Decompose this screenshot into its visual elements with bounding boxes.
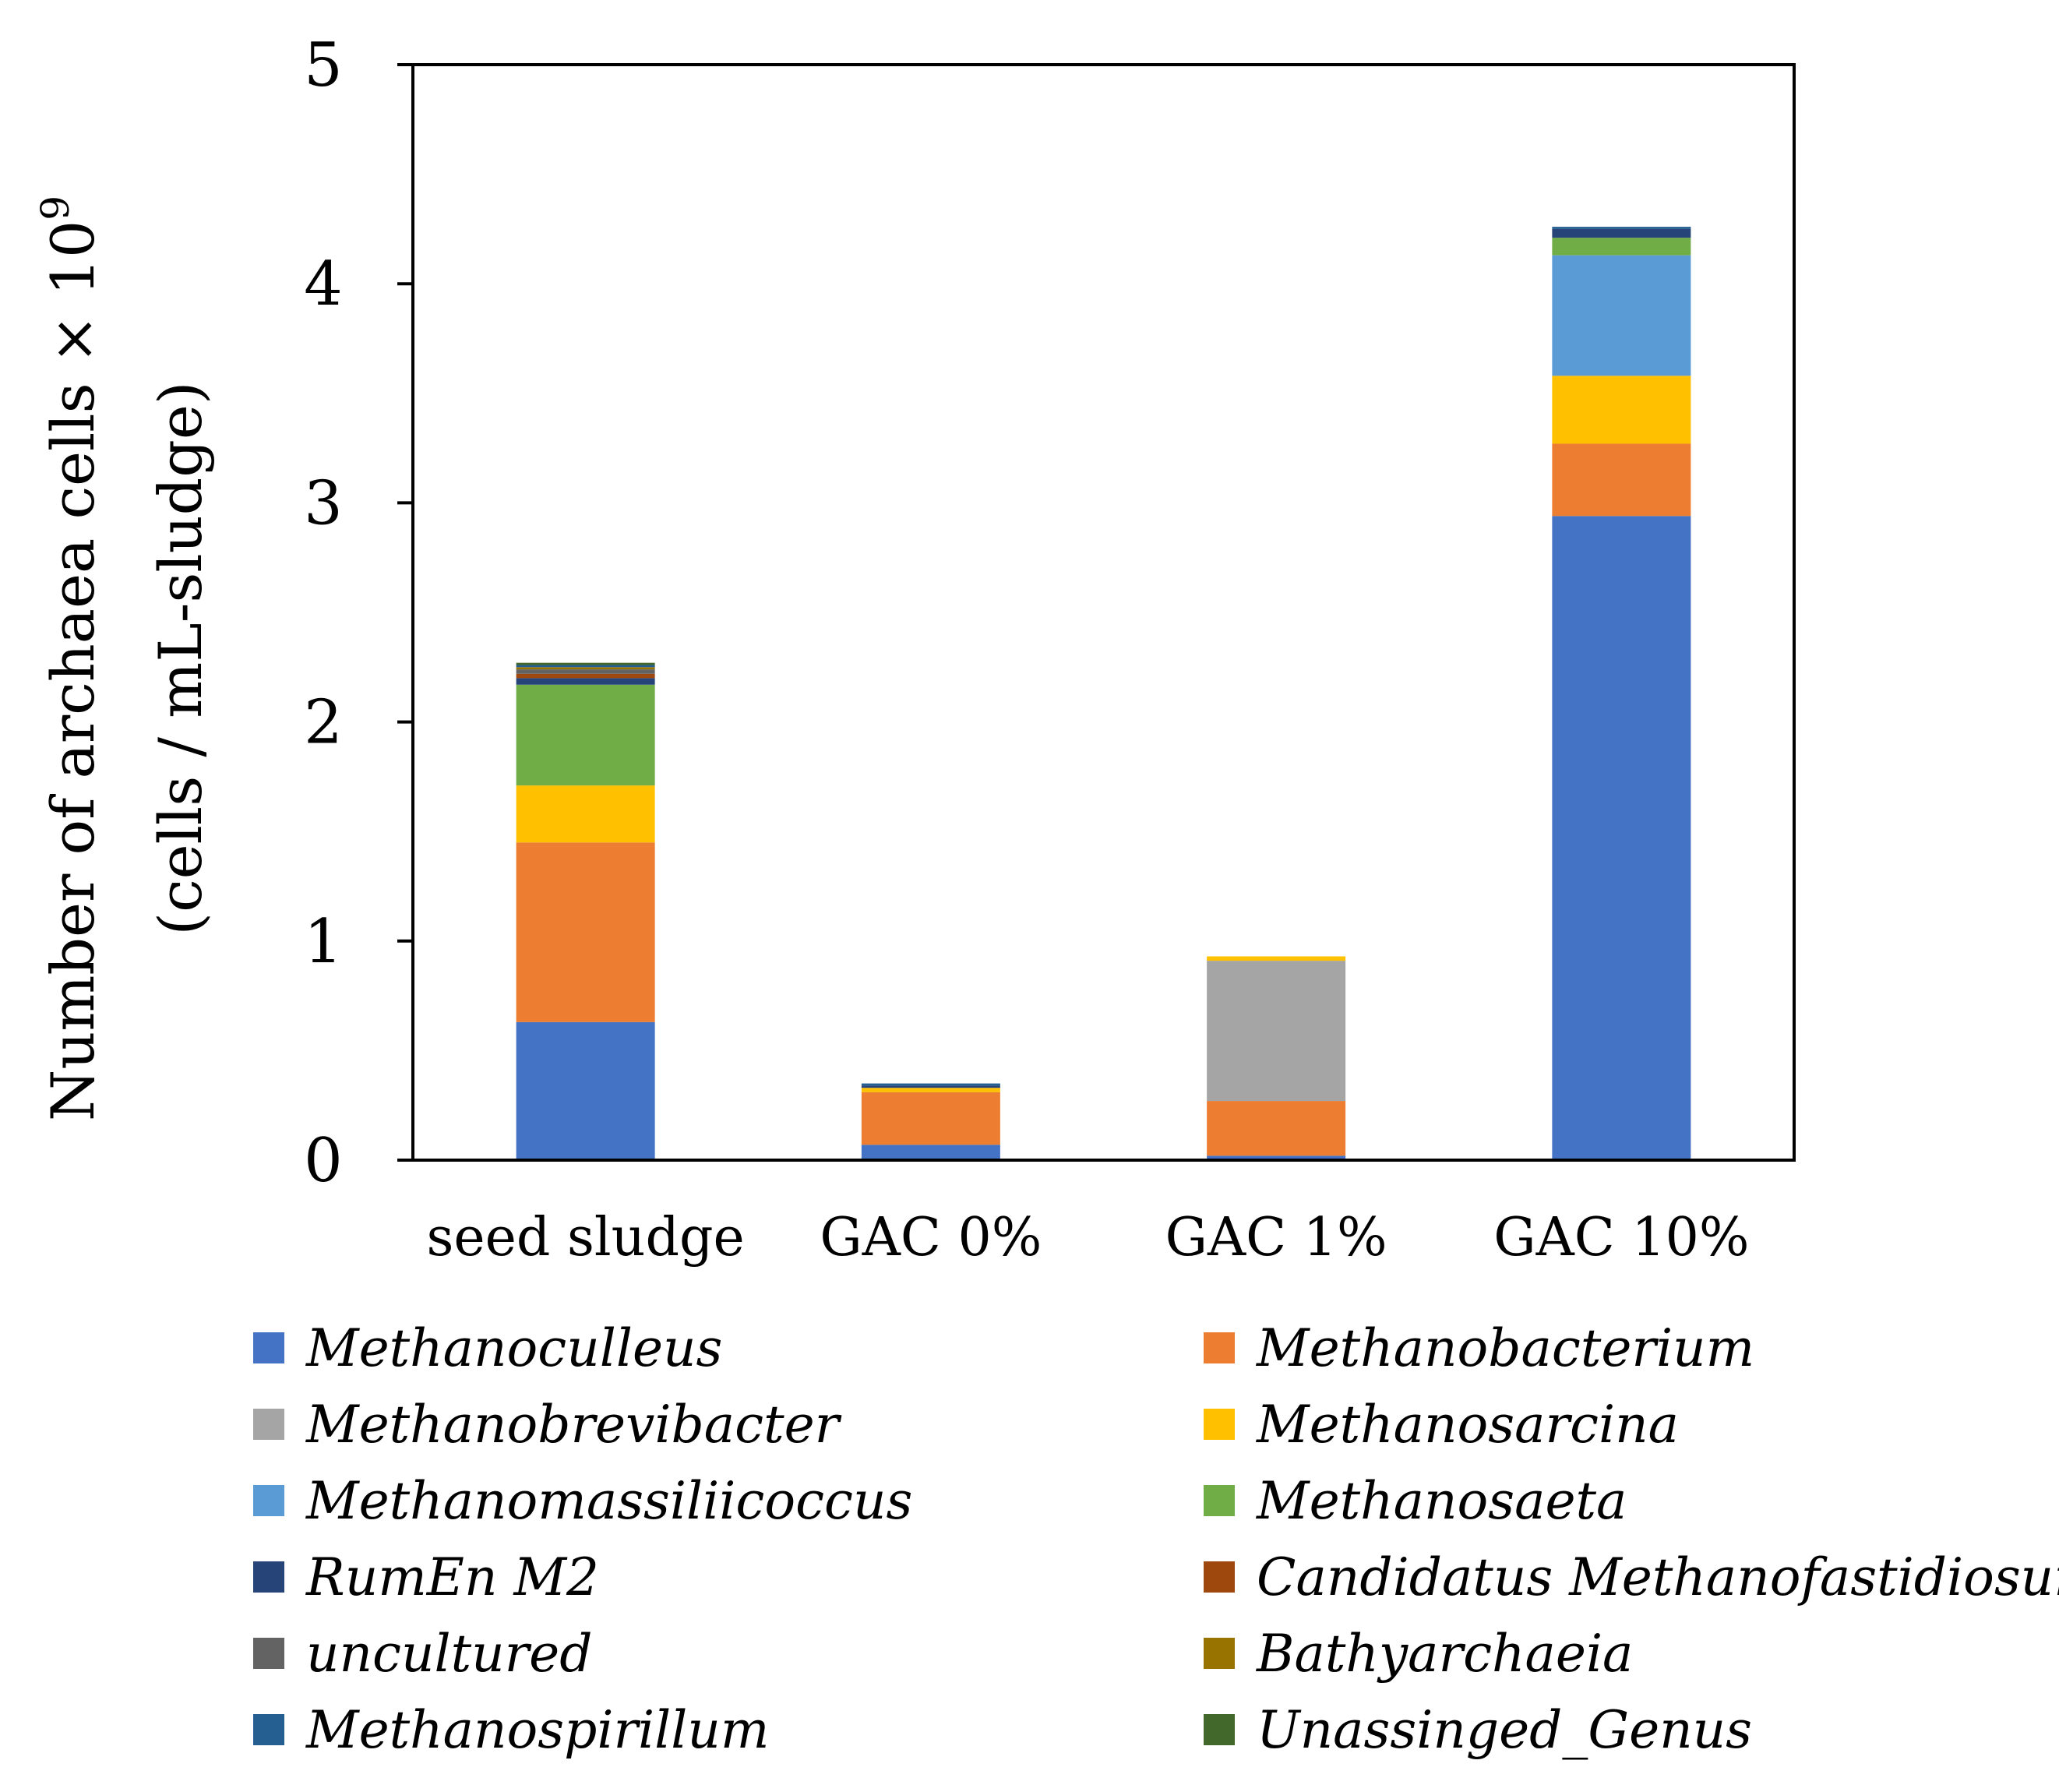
bar-segment-methanobrevibacter-gac-1- [1207, 961, 1346, 1102]
bar-segment-methanoculleus-seed-sludge [516, 1021, 655, 1160]
bars [516, 227, 1691, 1160]
legend-label: Methanosarcina [1257, 1394, 1679, 1455]
legend-item: Methanoculleus [253, 1317, 722, 1379]
chart: 0 1 2 3 4 5 seed sludge GAC 0% GAC 1% GAC 10% Nu… [33, 30, 1796, 1268]
bar-segment-methanosarcina-gac-10- [1552, 376, 1691, 444]
legend-swatch [253, 1638, 284, 1669]
legend-swatch [1204, 1409, 1235, 1440]
x-axis-labels: seed sludge GAC 0% GAC 1% GAC 10% [426, 1207, 1749, 1268]
y-tick-label: 5 [304, 30, 343, 101]
bar-segment-methanosarcina-seed-sludge [516, 785, 655, 843]
plot-frame [411, 63, 1796, 1162]
legend-label: RumEn M2 [306, 1547, 600, 1607]
legend-item: Methanomassiliicoccus [253, 1469, 912, 1532]
legend-item: Methanospirillum [253, 1699, 769, 1761]
y-axis-ticks: 0 1 2 3 4 5 [304, 30, 413, 1196]
x-tick-label: GAC 10% [1493, 1207, 1749, 1268]
x-tick-label: GAC 0% [820, 1207, 1042, 1268]
legend-label: Methanoculleus [306, 1318, 723, 1378]
legend-swatch [253, 1485, 284, 1516]
bar-segment-methanoculleus-gac-1- [1207, 1155, 1346, 1160]
legend-item: Methanosaeta [1204, 1469, 1627, 1532]
y-tick-label: 0 [304, 1126, 343, 1196]
bar-segment-methanoculleus-gac-0- [861, 1145, 1000, 1160]
y-tick-label: 3 [304, 468, 343, 538]
bar-segment-methanosaeta-seed-sludge [516, 684, 655, 786]
x-tick-label: GAC 1% [1165, 1207, 1387, 1268]
legend-swatch [1204, 1561, 1235, 1593]
bar-segment-methanosarcina-gac-1- [1207, 956, 1346, 961]
legend-swatch [1204, 1638, 1235, 1669]
legend-label: Methanosaeta [1257, 1470, 1627, 1531]
legend-item: RumEn M2 [253, 1546, 599, 1608]
legend-item: Methanobrevibacter [253, 1393, 839, 1455]
legend-label: Methanobrevibacter [306, 1394, 840, 1455]
bar-segment-uncultured-seed-sludge [516, 669, 655, 674]
bar-segment-candidatus-methanofastidiosum-seed-sludge [516, 673, 655, 679]
legend-item: Unassinged_Genus [1204, 1699, 1752, 1761]
legend-item: Methanobacterium [1204, 1317, 1754, 1379]
bar-segment-rumen-m2-seed-sludge [516, 678, 655, 685]
legend-swatch [1204, 1485, 1235, 1516]
legend-label: Methanobacterium [1257, 1318, 1755, 1378]
bar-segment-methanospirillum-seed-sludge [516, 665, 655, 668]
legend: Methanoculleus Methanobacterium Methanobre… [253, 1317, 2059, 1769]
bar-segment-bathyarchaeia-seed-sludge [516, 667, 655, 670]
legend-label: Bathyarchaeia [1257, 1623, 1634, 1684]
legend-label: Unassinged_Genus [1257, 1699, 1753, 1760]
bar-segment-unassinged-genus-seed-sludge [516, 662, 655, 665]
legend-item: Methanosarcina [1204, 1393, 1679, 1455]
bar-segment-methanosaeta-gac-10- [1552, 238, 1691, 256]
legend-swatch [253, 1409, 284, 1440]
bar-segment-methanobacterium-gac-10- [1552, 443, 1691, 517]
legend-item: Candidatus Methanofastidiosum [1204, 1546, 2059, 1608]
bar-segment-methanomassiliicoccus-gac-10- [1552, 255, 1691, 376]
x-tick-label: seed sludge [426, 1207, 744, 1268]
y-axis-label-line1: Number of archaea cells × 109 [33, 196, 108, 1121]
bar-segment-methanobacterium-gac-0- [861, 1092, 1000, 1145]
y-axis-label-line2: (cells / mL-sludge) [146, 381, 215, 935]
bar-segment-methanospirillum-gac-10- [1552, 227, 1691, 229]
legend-label: Methanomassiliicoccus [306, 1470, 913, 1531]
legend-label: uncultured [306, 1623, 593, 1684]
legend-item: uncultured [253, 1622, 592, 1684]
bar-segment-rumen-m2-gac-10- [1552, 228, 1691, 238]
bar-segment-rumen-m2-gac-0- [861, 1085, 1000, 1088]
bar-segment-methanobacterium-gac-1- [1207, 1101, 1346, 1156]
legend-swatch [253, 1561, 284, 1593]
bar-segment-methanospirillum-gac-0- [861, 1083, 1000, 1086]
bar-segment-methanosarcina-gac-0- [861, 1088, 1000, 1092]
legend-swatch [253, 1714, 284, 1745]
legend-swatch [253, 1332, 284, 1363]
y-tick-label: 1 [304, 907, 343, 977]
legend-label: Methanospirillum [306, 1699, 770, 1760]
legend-swatch [1204, 1714, 1235, 1745]
y-tick-label: 4 [304, 249, 343, 319]
legend-label: Candidatus Methanofastidiosum [1257, 1547, 2059, 1607]
bar-segment-methanobacterium-seed-sludge [516, 842, 655, 1022]
legend-swatch [1204, 1332, 1235, 1363]
y-tick-label: 2 [304, 688, 343, 758]
y-axis-label: Number of archaea cells × 109 (cells / m… [33, 196, 215, 1121]
legend-item: Bathyarchaeia [1204, 1622, 1633, 1684]
bar-segment-methanoculleus-gac-10- [1552, 516, 1691, 1160]
